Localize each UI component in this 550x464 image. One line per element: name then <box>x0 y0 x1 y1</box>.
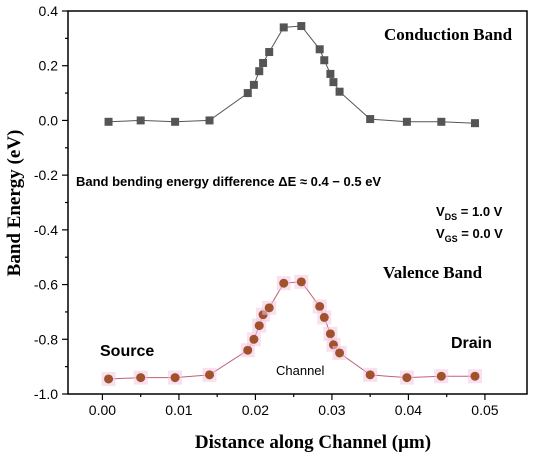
data-point-square <box>326 69 335 78</box>
data-point-square <box>104 117 113 126</box>
data-point-circle <box>319 312 329 322</box>
x-tick-label: 0.01 <box>165 402 192 418</box>
y-axis-title: Band Energy (eV) <box>4 130 25 277</box>
data-point-square <box>366 115 375 124</box>
vgs-value: = 0.0 V <box>458 226 503 241</box>
x-tick-label: 0.05 <box>471 402 498 418</box>
y-tick-label: -0.6 <box>34 277 58 293</box>
channel-label: Channel <box>276 363 325 378</box>
data-point-circle <box>335 348 345 358</box>
y-tick-label: -0.4 <box>34 222 58 238</box>
y-tick-label: -1.0 <box>34 386 58 402</box>
data-point-square <box>329 78 338 87</box>
data-point-circle <box>264 303 274 313</box>
ticks: 0.00 0.01 0.02 0.03 0.04 0.05 -1.0 -0.8 -0.6 -0.4… <box>34 3 499 418</box>
x-tick-label: 0.00 <box>89 402 116 418</box>
data-point-circle <box>170 373 180 383</box>
data-point-square <box>259 58 268 67</box>
data-point-square <box>470 119 479 128</box>
y-tick-label: -0.8 <box>34 331 58 347</box>
data-point-circle <box>136 373 146 383</box>
vds-value: = 1.0 V <box>457 204 502 219</box>
drain-label: Drain <box>451 335 492 352</box>
x-tick-label: 0.03 <box>318 402 345 418</box>
conduction-band-label: Conduction Band <box>384 25 513 44</box>
data-point-square <box>243 89 252 98</box>
vds-annotation: VDS = 1.0 V <box>436 204 503 222</box>
data-point-square <box>315 45 324 54</box>
data-point-square <box>249 80 258 89</box>
y-tick-label: 0.4 <box>39 3 59 19</box>
vgs-subscript: GS <box>445 234 458 244</box>
data-point-square <box>265 48 274 57</box>
data-point-circle <box>243 345 253 355</box>
vds-subscript: DS <box>445 212 458 222</box>
vgs-annotation: VGS = 0.0 V <box>436 226 503 244</box>
vds-symbol: V <box>436 204 445 219</box>
vgs-symbol: V <box>436 226 445 241</box>
source-label: Source <box>100 343 154 360</box>
data-point-square <box>279 23 288 32</box>
data-point-circle <box>296 277 306 287</box>
data-point-circle <box>205 370 215 380</box>
data-point-circle <box>315 301 325 311</box>
data-point-circle <box>104 374 114 384</box>
data-point-square <box>402 117 411 126</box>
valence-band-label: Valence Band <box>383 263 483 282</box>
data-point-square <box>297 22 306 31</box>
band-bending-annotation: Band bending energy difference ΔE ≈ 0.4 … <box>76 174 381 189</box>
data-point-square <box>136 116 145 125</box>
data-point-square <box>255 67 264 76</box>
x-tick-label: 0.02 <box>242 402 269 418</box>
data-point-circle <box>365 370 375 380</box>
x-tick-label: 0.04 <box>395 402 422 418</box>
data-point-circle <box>325 329 335 339</box>
data-point-circle <box>254 321 264 331</box>
series-layer <box>101 22 482 386</box>
data-point-square <box>437 117 446 126</box>
data-point-circle <box>470 371 480 381</box>
series-valence <box>101 274 482 386</box>
y-tick-label: -0.2 <box>34 167 58 183</box>
series-line <box>108 25 476 124</box>
y-tick-label: 0.0 <box>39 112 59 128</box>
series-conduction <box>104 22 479 128</box>
data-point-circle <box>249 334 259 344</box>
data-point-square <box>205 116 214 125</box>
data-point-square <box>320 56 329 65</box>
data-point-square <box>171 117 180 126</box>
data-point-square <box>335 87 344 96</box>
y-tick-label: 0.2 <box>39 58 59 74</box>
x-axis-title: Distance along Channel (μm) <box>195 432 431 453</box>
data-point-circle <box>279 278 289 288</box>
data-point-circle <box>402 373 412 383</box>
data-point-circle <box>436 371 446 381</box>
